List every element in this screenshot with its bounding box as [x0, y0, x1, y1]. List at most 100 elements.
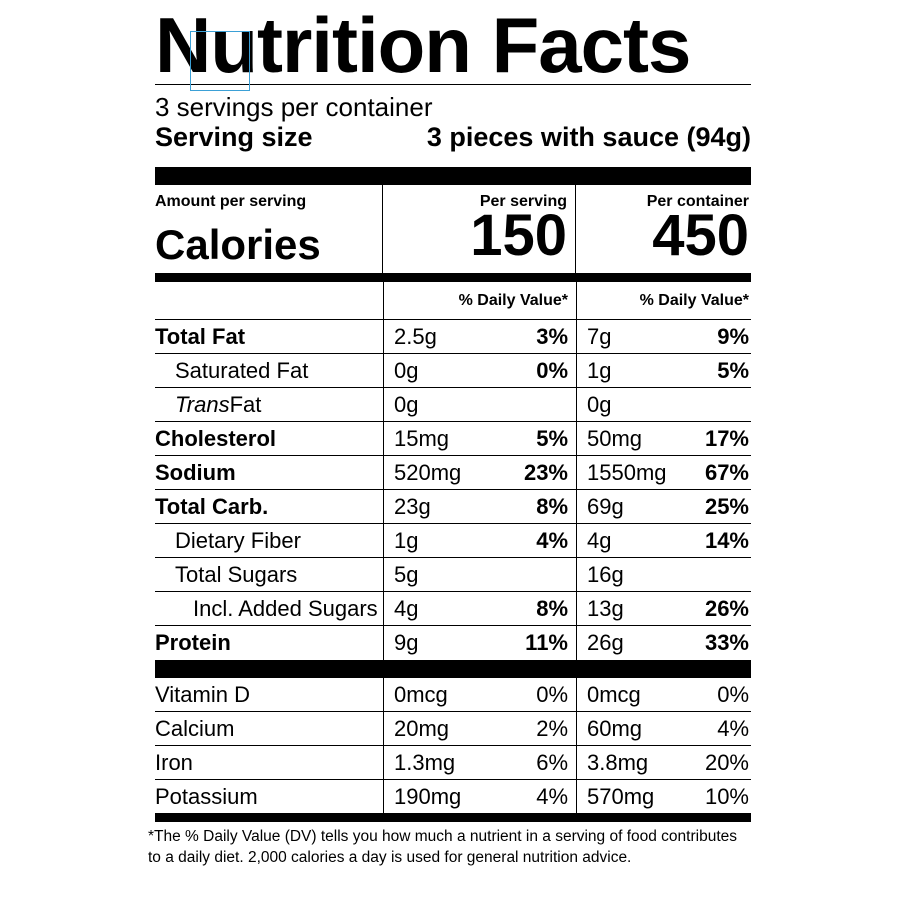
- container-amount: 50mg: [587, 425, 643, 451]
- container-amount: 16g: [587, 561, 624, 587]
- daily-value-header-serving: % Daily Value*: [383, 282, 576, 319]
- nutrient-row: Incl. Added Sugars 4g 8% 13g 26%: [155, 592, 751, 626]
- container-daily-value: 26%: [704, 595, 749, 621]
- nutrient-name: Sodium: [155, 459, 236, 485]
- container-daily-value: 14%: [704, 527, 749, 553]
- title-divider: [155, 84, 751, 85]
- container-amount: 0g: [587, 391, 612, 417]
- vitamins-divider: [155, 660, 751, 678]
- serving-cell: 4g 8%: [383, 592, 576, 625]
- nutrient-row: Total Sugars 5g 16g: [155, 558, 751, 592]
- nutrient-name-rest: Fat: [229, 391, 262, 417]
- nutrient-row: Cholesterol 15mg 5% 50mg 17%: [155, 422, 751, 456]
- serving-amount: 1.3mg: [394, 749, 456, 775]
- serving-amount: 9g: [394, 630, 419, 655]
- nutrient-table: Total Fat 2.5g 3% 7g 9% Saturated Fat 0g 0% 1g 5%…: [155, 320, 751, 660]
- serving-daily-value: 4%: [536, 527, 568, 553]
- daily-value-header-container: % Daily Value*: [576, 282, 751, 319]
- container-cell: 570mg 10%: [576, 780, 751, 813]
- daily-value-header-row: % Daily Value* % Daily Value*: [155, 282, 751, 320]
- container-cell: 0g: [576, 388, 751, 421]
- container-daily-value: 9%: [717, 323, 749, 349]
- serving-cell: 190mg 4%: [383, 780, 576, 813]
- nutrient-name: Total Sugars: [175, 561, 298, 587]
- serving-cell: 0mcg 0%: [383, 678, 576, 711]
- calories-label: Calories: [155, 221, 321, 268]
- label-title: Nutrition Facts: [155, 1, 691, 89]
- serving-size-row: Serving size 3 pieces with sauce (94g): [155, 121, 751, 153]
- container-amount: 60mg: [587, 715, 643, 741]
- serving-cell: 5g: [383, 558, 576, 591]
- serving-size-label: Serving size: [155, 122, 313, 152]
- container-daily-value: 17%: [704, 425, 749, 451]
- nutrient-name: Saturated Fat: [175, 357, 309, 383]
- container-cell: 3.8mg 20%: [576, 746, 751, 779]
- nutrient-name: Iron: [155, 749, 193, 775]
- bottom-divider: [155, 813, 751, 822]
- container-cell: 26g 33%: [576, 626, 751, 660]
- nutrient-name-italic: Trans: [175, 391, 230, 417]
- amount-per-serving: Amount per serving: [155, 193, 307, 210]
- container-amount: 1g: [587, 357, 612, 383]
- container-daily-value: 5%: [717, 357, 749, 383]
- container-cell: 0mcg 0%: [576, 678, 751, 711]
- serving-amount: 1g: [394, 527, 419, 553]
- serving-amount: 23g: [394, 493, 431, 519]
- serving-cell: 23g 8%: [383, 490, 576, 523]
- serving-cell: 0g 0%: [383, 354, 576, 387]
- nutrient-row: Dietary Fiber 1g 4% 4g 14%: [155, 524, 751, 558]
- container-daily-value: 10%: [704, 783, 749, 809]
- container-daily-value: 20%: [704, 749, 749, 775]
- nutrient-name: Potassium: [155, 783, 258, 809]
- thick-divider: [155, 167, 751, 185]
- container-daily-value: 0%: [717, 681, 749, 707]
- calories-divider: [155, 273, 751, 282]
- container-amount: 3.8mg: [587, 749, 649, 775]
- container-cell: 69g 25%: [576, 490, 751, 523]
- calories-per-serving: 150: [470, 203, 567, 268]
- serving-amount: 520mg: [394, 459, 462, 485]
- serving-daily-value: 8%: [536, 595, 568, 621]
- container-cell: 1g 5%: [576, 354, 751, 387]
- container-cell: 7g 9%: [576, 320, 751, 353]
- servings-per-container: 3 servings per container: [155, 92, 433, 122]
- container-cell: 1550mg 67%: [576, 456, 751, 489]
- container-amount: 4g: [587, 527, 612, 553]
- nutrient-name: Dietary Fiber: [175, 527, 301, 553]
- nutrient-row: Total Carb. 23g 8% 69g 25%: [155, 490, 751, 524]
- container-daily-value: 33%: [704, 630, 749, 655]
- container-cell: 50mg 17%: [576, 422, 751, 455]
- serving-daily-value: 6%: [536, 749, 568, 775]
- container-amount: 26g: [587, 630, 624, 655]
- vitamin-table: Vitamin D 0mcg 0% 0mcg 0% Calcium 20mg 2% 60mg 4%…: [155, 678, 751, 814]
- serving-cell: 9g 11%: [383, 626, 576, 660]
- vitamin-row: Potassium 190mg 4% 570mg 10%: [155, 780, 751, 814]
- container-amount: 13g: [587, 595, 624, 621]
- container-amount: 69g: [587, 493, 624, 519]
- vitamin-row: Iron 1.3mg 6% 3.8mg 20%: [155, 746, 751, 780]
- nutrient-name: Vitamin D: [155, 681, 250, 707]
- serving-amount: 4g: [394, 595, 419, 621]
- calories-per-container: 450: [652, 203, 749, 268]
- nutrition-facts-label: Nutrition Facts 3 servings per container…: [155, 0, 751, 822]
- container-cell: 4g 14%: [576, 524, 751, 557]
- container-amount: 1550mg: [587, 459, 667, 485]
- serving-daily-value: 2%: [536, 715, 568, 741]
- serving-daily-value: 5%: [536, 425, 568, 451]
- serving-amount: 20mg: [394, 715, 450, 741]
- per-serving-label: Per serving: [479, 193, 567, 210]
- serving-amount: 0g: [394, 357, 419, 383]
- focus-outline: [190, 31, 250, 91]
- serving-daily-value: 0%: [536, 357, 568, 383]
- serving-amount: 5g: [394, 561, 419, 587]
- serving-daily-value: 3%: [536, 323, 568, 349]
- nutrient-row: Total Fat 2.5g 3% 7g 9%: [155, 320, 751, 354]
- container-amount: 7g: [587, 323, 612, 349]
- nutrient-row: Protein 9g 11% 26g 33%: [155, 626, 751, 660]
- serving-daily-value: 0%: [536, 681, 568, 707]
- container-daily-value: 25%: [704, 493, 749, 519]
- vitamin-row: Calcium 20mg 2% 60mg 4%: [155, 712, 751, 746]
- serving-cell: 520mg 23%: [383, 456, 576, 489]
- serving-cell: 2.5g 3%: [383, 320, 576, 353]
- serving-amount: 2.5g: [394, 323, 437, 349]
